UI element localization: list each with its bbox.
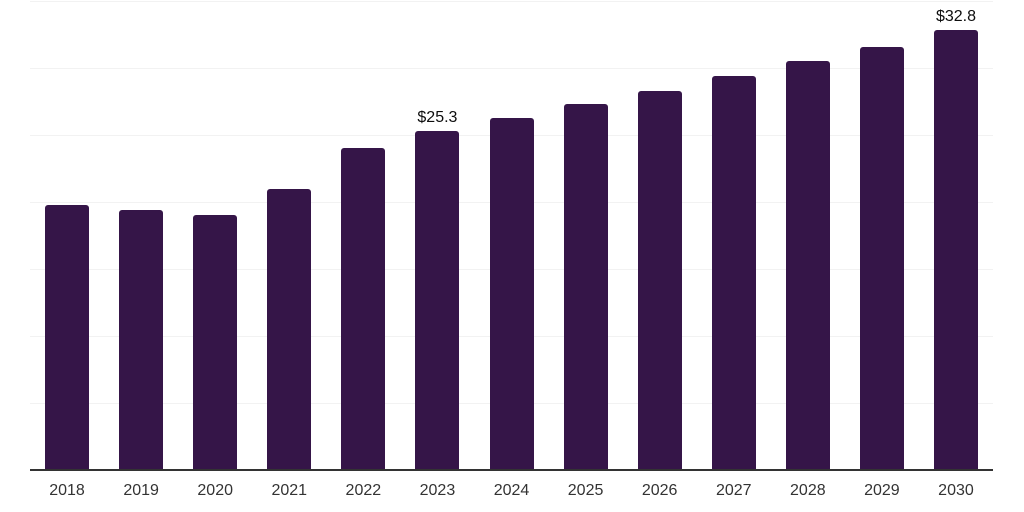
bar-2030: $32.8 <box>933 9 978 470</box>
gridline-30 <box>30 68 993 69</box>
bar-slot-2026 <box>623 1 697 470</box>
bar-2025 <box>563 104 608 470</box>
x-tick-label-2029: 2029 <box>864 482 900 499</box>
bar-slot-2023: $25.3 <box>400 1 474 470</box>
bar-series: $25.3 $32.8 <box>30 1 993 470</box>
gridline-35 <box>30 1 993 2</box>
bar-2028 <box>785 61 830 470</box>
x-tick-label-2020: 2020 <box>197 482 233 499</box>
bar-2029 <box>859 46 904 470</box>
x-axis-labels: 2018 2019 2020 2021 2022 2023 2024 2025 2026 2027… <box>30 480 993 501</box>
bar-2021 <box>267 188 312 470</box>
data-label-2030: $32.8 <box>935 8 976 26</box>
bar-slot-2030: $32.8 <box>919 1 993 470</box>
x-tick-label-2030: 2030 <box>938 482 974 499</box>
bar-2023: $25.3 <box>415 109 460 470</box>
x-tick-label-2025: 2025 <box>567 482 604 499</box>
bar-2027 <box>711 76 756 470</box>
x-axis-line <box>30 469 993 471</box>
bar-slot-2024 <box>474 1 548 470</box>
bar-2024 <box>489 117 534 470</box>
bar-slot-2019 <box>104 1 178 470</box>
bar-slot-2018 <box>30 1 104 470</box>
x-tick-label-2018: 2018 <box>49 482 85 499</box>
bar-2026 <box>637 90 682 470</box>
bar-2022 <box>341 148 386 470</box>
x-tick-label-2021: 2021 <box>271 482 308 499</box>
bar-2020 <box>193 215 238 470</box>
bar-slot-2021 <box>252 1 326 470</box>
bar-slot-2028 <box>771 1 845 470</box>
x-tick-label-2019: 2019 <box>123 482 159 499</box>
x-tick-label-2022: 2022 <box>345 482 382 499</box>
x-tick-label-2024: 2024 <box>493 482 530 499</box>
x-tick-label-2028: 2028 <box>790 482 826 499</box>
bar-2019 <box>119 210 164 470</box>
x-tick-label-2026: 2026 <box>641 482 678 499</box>
bar-slot-2027 <box>697 1 771 470</box>
plot-area: $25.3 $32.8 <box>30 1 993 470</box>
bar-2018 <box>45 204 90 470</box>
bar-slot-2020 <box>178 1 252 470</box>
bar-slot-2025 <box>549 1 623 470</box>
bar-slot-2022 <box>326 1 400 470</box>
bar-slot-2029 <box>845 1 919 470</box>
data-label-2023: $25.3 <box>417 108 458 126</box>
x-tick-label-2027: 2027 <box>715 482 752 499</box>
x-tick-label-2023: 2023 <box>419 482 456 499</box>
